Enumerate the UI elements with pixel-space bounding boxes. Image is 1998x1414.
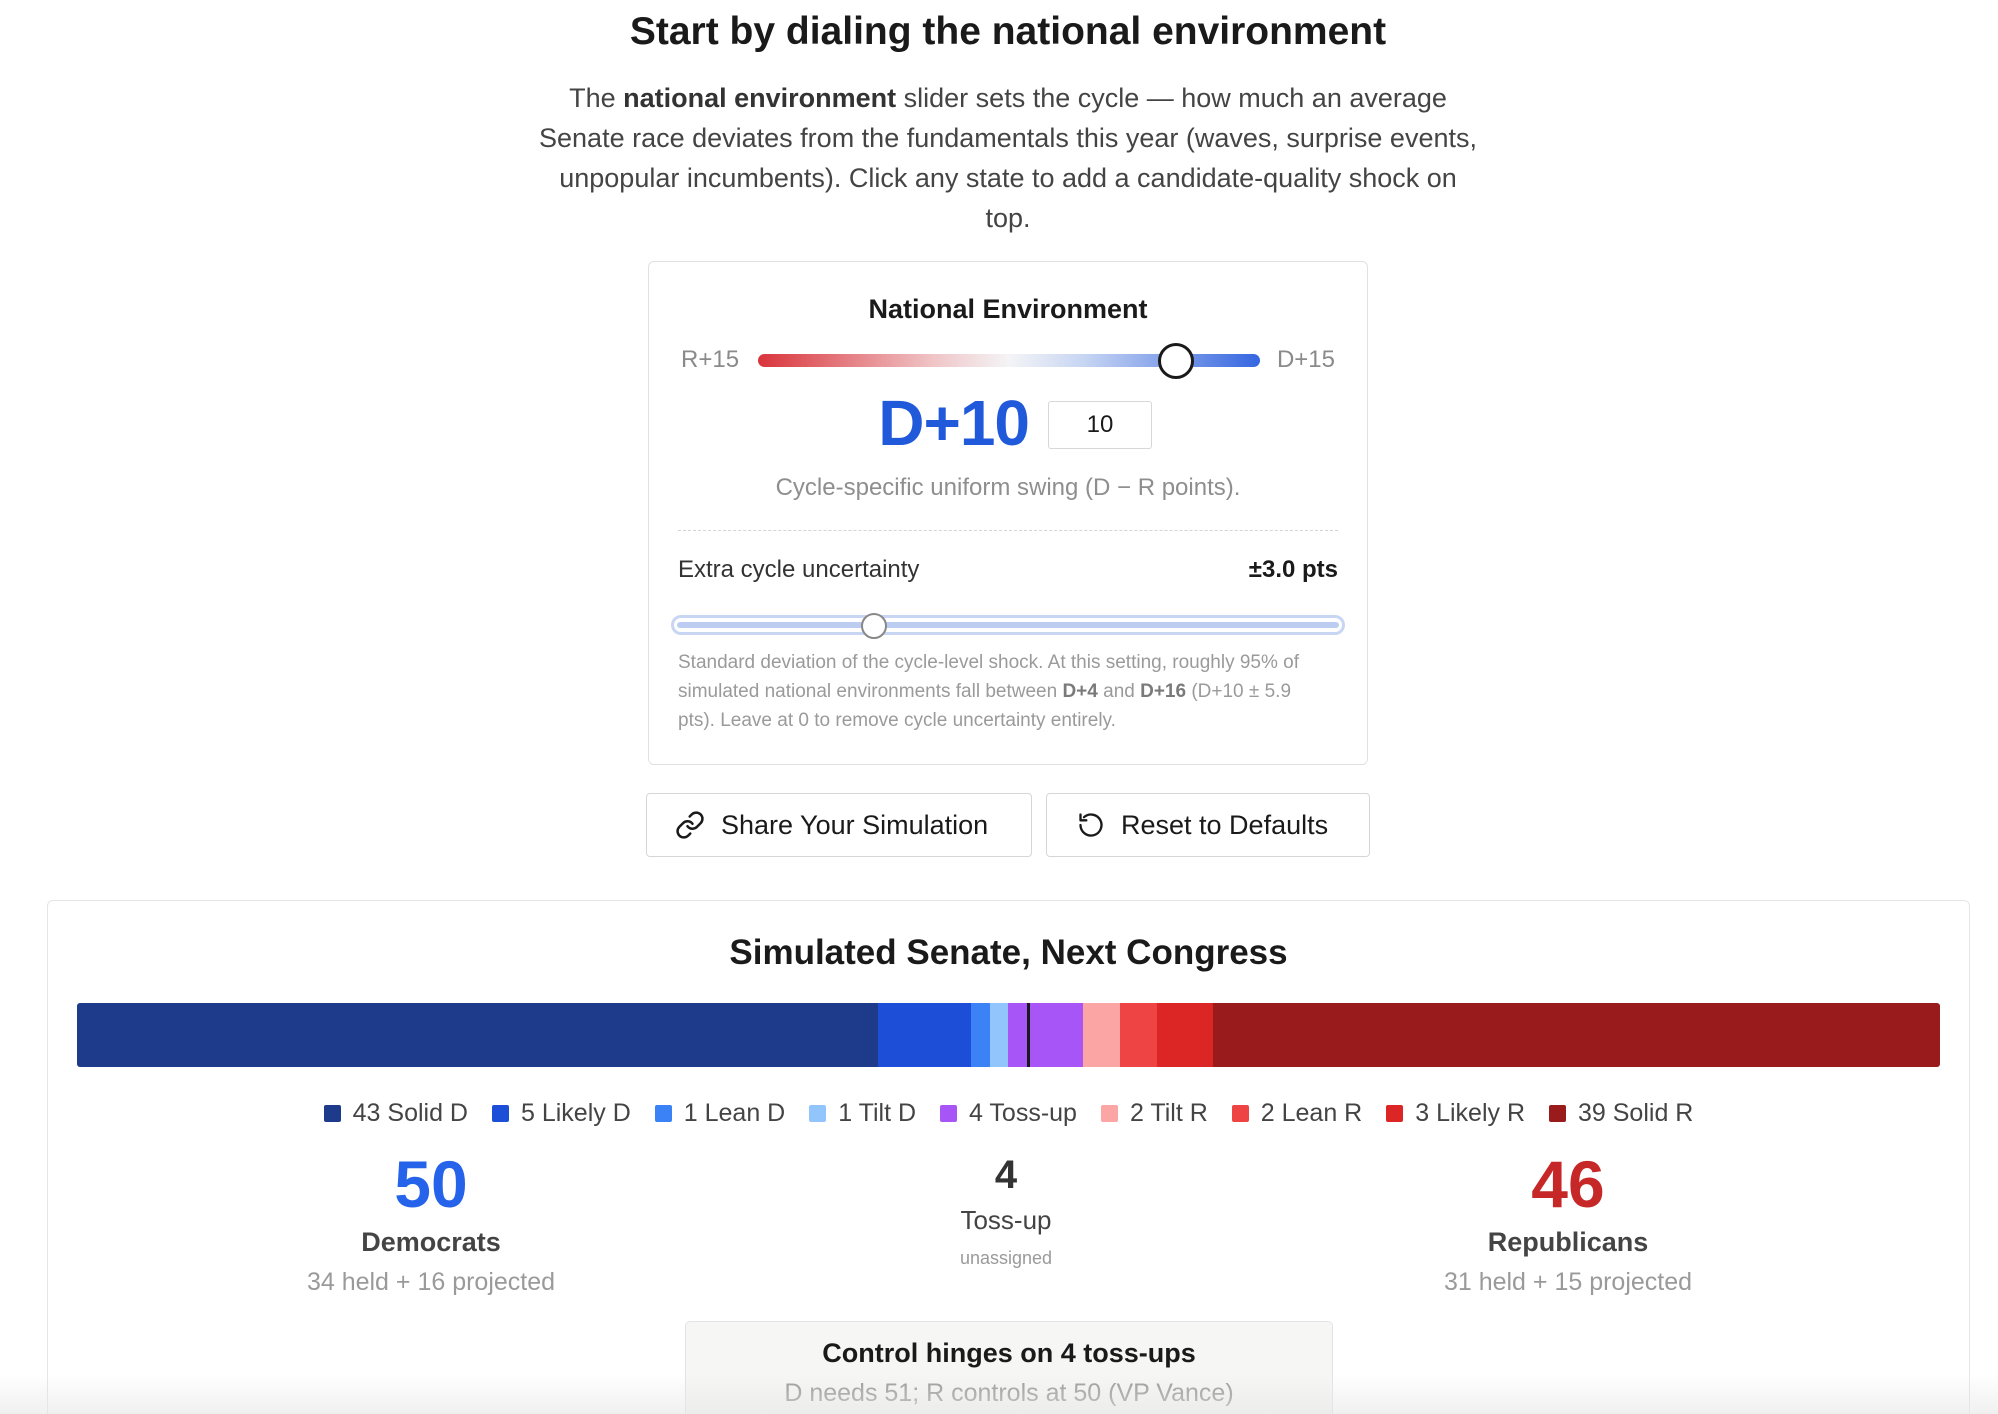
intro-text-before: The [569,83,624,113]
uncertainty-note-high: D+16 [1140,681,1187,702]
legend-item: 4 Toss-up [940,1099,1077,1128]
tossup-tally: 4 Toss-up unassigned [756,1151,1256,1269]
uncertainty-note: Standard deviation of the cycle-level sh… [678,648,1328,735]
card-divider [678,530,1338,531]
legend-label: 2 Lean R [1260,1099,1363,1127]
seat-segment-5 [1082,1003,1121,1067]
seat-legend: 43 Solid D 5 Likely D 1 Lean D 1 Tilt D 4 To… [48,1099,1969,1128]
legend-label: 43 Solid D [352,1099,468,1127]
majority-marker [1027,1003,1030,1067]
legend-swatch [1386,1105,1404,1122]
control-summary-title: Control hinges on 4 toss-ups [822,1338,1196,1368]
republicans-tally: 46 Republicans 31 held + 15 projected [1318,1149,1818,1297]
tossup-label: Toss-up [960,1205,1052,1235]
legend-item: 1 Lean D [654,1099,786,1128]
seat-segment-1 [878,1003,972,1067]
legend-label: 1 Tilt D [838,1099,917,1127]
national-environment-slider-thumb[interactable] [1158,343,1195,379]
control-summary-box: Control hinges on 4 toss-ups D needs 51;… [685,1321,1333,1414]
legend-item: 5 Likely D [492,1099,631,1128]
senate-seat-bar [77,1003,1940,1067]
tossup-count: 4 [994,1153,1018,1197]
national-environment-slider-track[interactable] [758,354,1260,367]
legend-item: 2 Tilt R [1100,1099,1208,1128]
democrats-count: 50 [394,1147,468,1221]
national-environment-input[interactable] [1048,401,1152,449]
legend-label: 3 Likely R [1415,1099,1525,1127]
link-icon [676,811,704,839]
uncertainty-value: ±3.0 pts [1248,556,1338,583]
legend-item: 3 Likely R [1386,1099,1525,1128]
national-environment-caption: Cycle-specific uniform swing (D − R poin… [775,474,1241,501]
seat-segment-0 [77,1003,879,1067]
national-environment-title: National Environment [868,294,1148,324]
seat-segment-6 [1120,1003,1158,1067]
legend-swatch [809,1105,827,1122]
legend-swatch [323,1105,341,1122]
legend-swatch [1100,1105,1118,1122]
seat-segment-2 [971,1003,990,1067]
seat-segment-8 [1213,1003,1940,1067]
legend-label: 5 Likely D [521,1099,631,1127]
legend-item: 39 Solid R [1549,1099,1693,1128]
legend-label: 2 Tilt R [1129,1099,1208,1127]
intro-text-after: slider sets the cycle — how much an aver… [539,83,1477,233]
uncertainty-label: Extra cycle uncertainty [678,556,920,583]
slider-left-label: R+15 [681,346,740,373]
national-environment-card: National Environment R+15 D+15 D+10 Cycl… [648,261,1368,765]
national-environment-value: D+10 [878,387,1030,459]
seat-segment-3 [989,1003,1009,1067]
democrats-detail: 34 held + 16 projected [306,1268,556,1296]
legend-swatch [940,1105,958,1122]
uncertainty-note-text: Standard deviation of the cycle-level sh… [678,652,1300,702]
legend-item: 2 Lean R [1231,1099,1363,1128]
legend-swatch [654,1105,672,1122]
reset-defaults-button[interactable]: Reset to Defaults [1046,793,1370,857]
intro-paragraph: The national environment slider sets the… [534,78,1482,238]
intro-bold-term: national environment [623,83,897,113]
seat-segment-7 [1157,1003,1214,1067]
control-summary-subtitle: D needs 51; R controls at 50 (VP Vance) [784,1379,1234,1407]
uncertainty-slider-track[interactable] [671,615,1345,635]
legend-swatch [1231,1105,1249,1122]
legend-item: 43 Solid D [323,1099,468,1128]
share-simulation-button[interactable]: Share Your Simulation [646,793,1032,857]
tossup-detail: unassigned [959,1248,1053,1268]
seat-segment-4 [1008,1003,1083,1067]
share-button-label: Share Your Simulation [721,809,989,840]
legend-swatch [492,1105,509,1122]
republicans-label: Republicans [1487,1227,1649,1257]
reset-icon [1079,813,1103,837]
uncertainty-slider-thumb[interactable] [861,613,888,639]
uncertainty-note-and: and [1097,681,1141,702]
legend-label: 39 Solid R [1578,1099,1694,1127]
senate-title: Simulated Senate, Next Congress [729,933,1288,972]
uncertainty-slider-fill [677,622,1339,628]
legend-item: 1 Tilt D [809,1099,916,1128]
republicans-detail: 31 held + 15 projected [1443,1268,1693,1296]
republicans-count: 46 [1531,1147,1605,1221]
slider-right-label: D+15 [1276,346,1335,373]
senate-results-card: Simulated Senate, Next Congress 43 Solid… [47,900,1970,1414]
legend-label: 1 Lean D [683,1099,786,1127]
democrats-label: Democrats [361,1227,501,1257]
page-headline: Start by dialing the national environmen… [629,10,1387,53]
legend-swatch [1549,1105,1566,1122]
uncertainty-note-tail: (D+10 ± 5.9 pts). Leave at 0 to remove c… [678,681,1292,731]
reset-button-label: Reset to Defaults [1121,809,1329,840]
legend-label: 4 Toss-up [969,1099,1077,1127]
uncertainty-note-low: D+4 [1062,681,1098,702]
democrats-tally: 50 Democrats 34 held + 16 projected [181,1149,681,1297]
